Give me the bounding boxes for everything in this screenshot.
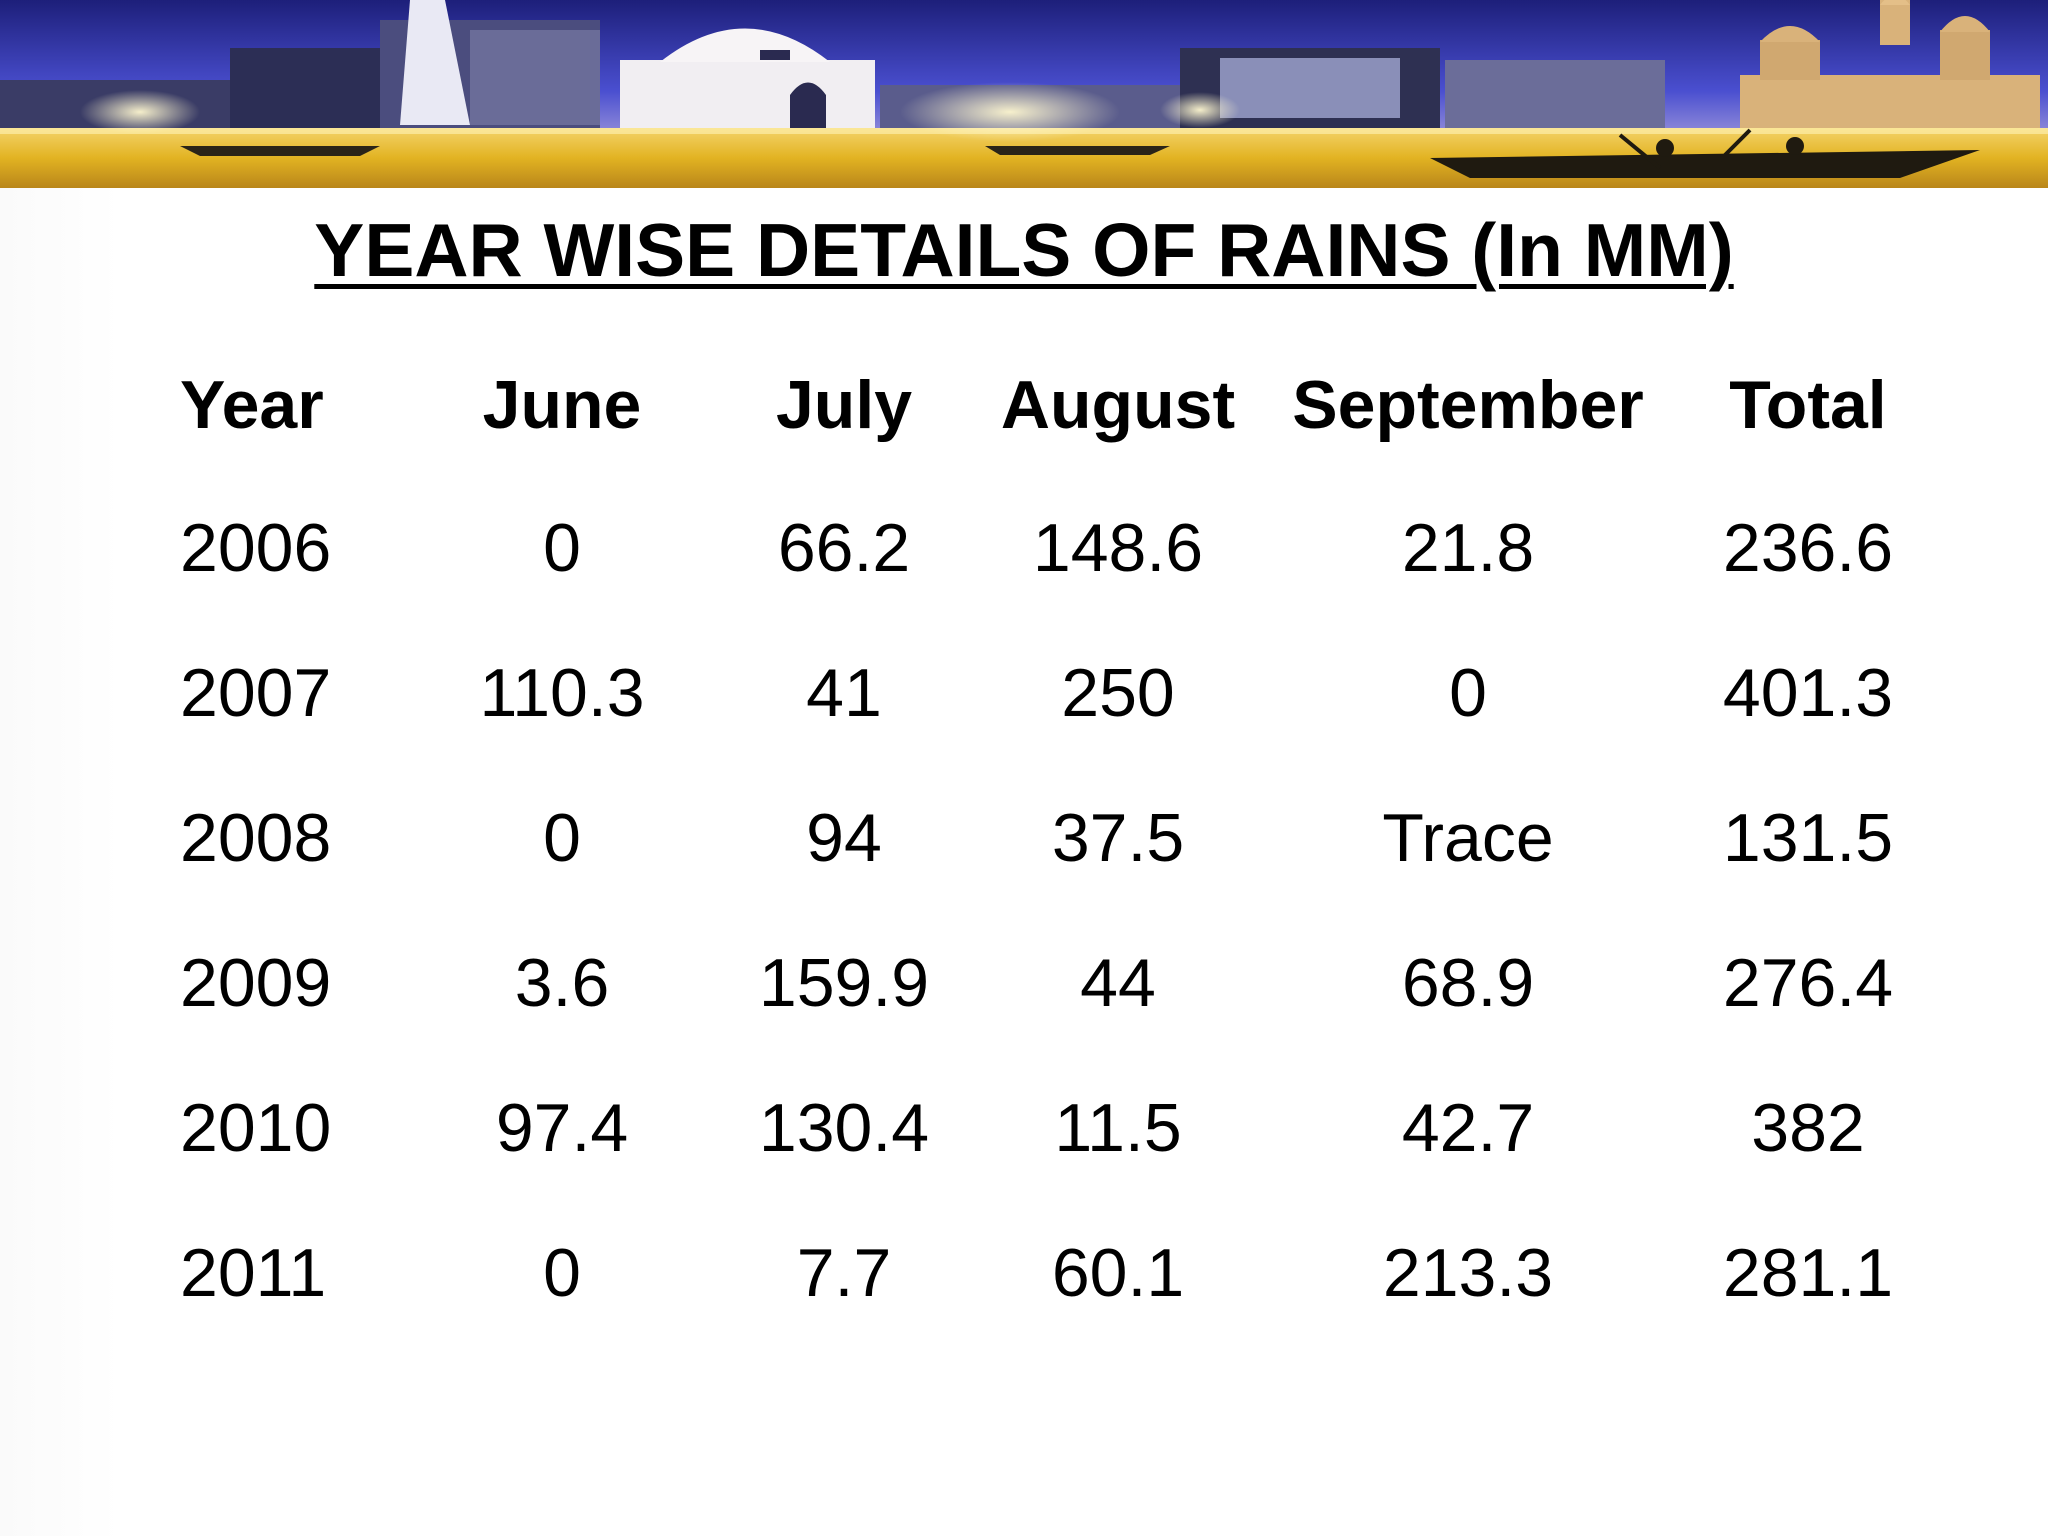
table-cell-july: 130.4 (758, 1090, 930, 1166)
column-header-august: August (1000, 367, 1236, 443)
table-cell-august: 60.1 (1051, 1235, 1185, 1311)
table-cell-august: 37.5 (1051, 800, 1185, 876)
table-cell-total: 281.1 (1722, 1235, 1894, 1311)
table-cell-september: 0 (1449, 655, 1487, 731)
table-cell-total: 276.4 (1722, 945, 1894, 1021)
table-cell-july: 159.9 (758, 945, 930, 1021)
table-cell-august: 44 (1080, 945, 1156, 1021)
slide-title: YEAR WISE DETAILS OF RAINS (In MM) (314, 208, 1734, 292)
table-cell-june: 110.3 (479, 655, 645, 731)
table-cell-august: 11.5 (1054, 1090, 1182, 1166)
table-cell-total: 236.6 (1722, 510, 1894, 586)
table-cell-july: 7.7 (796, 1235, 892, 1311)
table-cell-total: 401.3 (1722, 655, 1894, 731)
table-cell-year: 2010 (180, 1090, 332, 1166)
column-header-september: September (1292, 367, 1644, 443)
table-cell-year: 2006 (180, 510, 332, 586)
column-header-year: Year (180, 367, 324, 443)
table-cell-june: 3.6 (514, 945, 610, 1021)
table-cell-june: 0 (543, 800, 581, 876)
table-cell-july: 66.2 (777, 510, 911, 586)
table-cell-july: 94 (806, 800, 882, 876)
column-header-july: July (775, 367, 913, 443)
table-cell-september: 21.8 (1401, 510, 1535, 586)
table-cell-june: 97.4 (495, 1090, 629, 1166)
table-cell-august: 250 (1061, 655, 1175, 731)
table-cell-september: Trace (1382, 800, 1554, 876)
table-cell-total: 131.5 (1722, 800, 1894, 876)
column-header-total: Total (1729, 367, 1887, 443)
city-skyline-banner (0, 0, 2048, 188)
table-cell-year: 2008 (180, 800, 332, 876)
table-cell-june: 0 (543, 510, 581, 586)
table-cell-july: 41 (806, 655, 882, 731)
background-shade (0, 188, 120, 1536)
table-cell-year: 2011 (180, 1235, 327, 1311)
table-cell-september: 42.7 (1401, 1090, 1535, 1166)
table-cell-total: 382 (1751, 1090, 1865, 1166)
column-header-june: June (482, 367, 642, 443)
table-cell-year: 2007 (180, 655, 332, 731)
table-cell-june: 0 (543, 1235, 581, 1311)
table-cell-september: 213.3 (1382, 1235, 1554, 1311)
table-cell-year: 2009 (180, 945, 332, 1021)
table-cell-september: 68.9 (1401, 945, 1535, 1021)
table-cell-august: 148.6 (1032, 510, 1204, 586)
